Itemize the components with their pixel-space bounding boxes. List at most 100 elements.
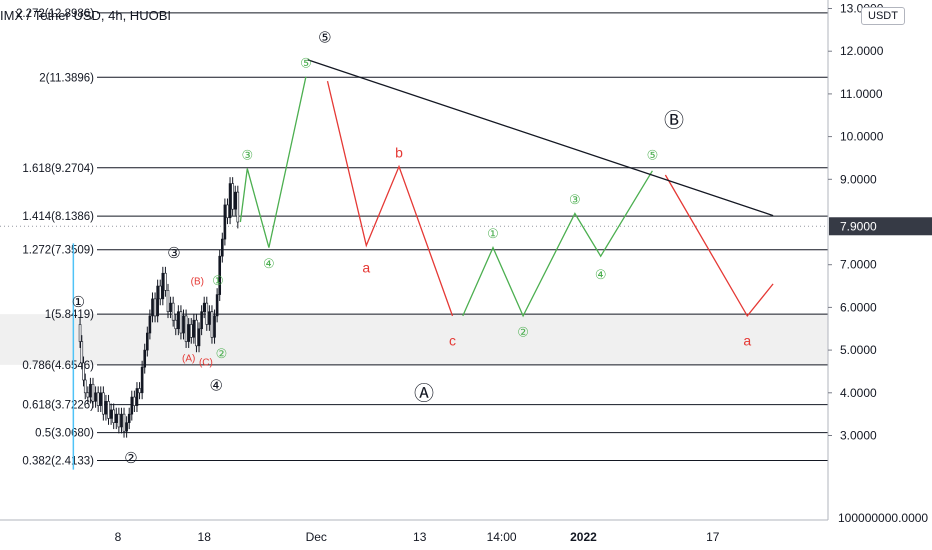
wave-label: a [743, 332, 751, 348]
wave-label: b [395, 144, 403, 160]
wave-label: ① [487, 226, 499, 241]
wave-label: ③ [569, 192, 581, 207]
candle-body [184, 315, 188, 342]
candle-body [197, 328, 201, 347]
candle-body [226, 204, 229, 219]
y-axis-bottom-label: 100000000.0000 [838, 511, 928, 525]
x-tick-label: 14:00 [487, 530, 517, 544]
fib-label: 1.414(8.1386) [22, 211, 94, 223]
candle-body [174, 319, 178, 330]
x-tick-label: 17 [706, 530, 720, 544]
candle-body [143, 349, 147, 368]
x-tick-label: Dec [306, 530, 327, 544]
candle-body [182, 315, 185, 334]
candle-body [125, 422, 128, 432]
candle-body [146, 332, 149, 351]
candle-body [195, 319, 198, 347]
y-tick-label: 4.0000 [840, 386, 877, 400]
red-correction-2-line [664, 174, 774, 318]
candle-body [218, 255, 222, 295]
wave-label: ⑤ [318, 29, 331, 46]
candle-body [156, 285, 159, 317]
last-price-label: 7.9000 [840, 219, 877, 233]
currency-badge[interactable]: USDT [861, 7, 905, 25]
candle-body [192, 319, 196, 338]
candle-body [148, 315, 152, 334]
candle-body [78, 324, 82, 342]
wave-label: (C) [199, 358, 213, 369]
wave-label: ② [216, 346, 228, 361]
y-tick-label: 3.0000 [840, 429, 877, 443]
candle-body [96, 392, 100, 406]
candle-body [158, 285, 162, 300]
candle-body [133, 396, 136, 406]
fib-label: 0.618(3.7226) [22, 400, 94, 412]
red-correction-line [326, 80, 454, 317]
fib-label: 0.382(2.4133) [22, 456, 94, 468]
candle-body [189, 324, 193, 338]
candle-body [236, 191, 240, 223]
fib-label: 1.618(9.2704) [22, 163, 94, 175]
y-tick-label: 7.0000 [840, 258, 877, 272]
wave-label: ⑤ [300, 55, 312, 70]
candle-body [107, 401, 110, 419]
x-tick-label: 8 [115, 530, 122, 544]
candle-body [205, 302, 209, 325]
candle-body [169, 302, 172, 312]
x-tick-label: 13 [413, 530, 427, 544]
candle-body [164, 272, 167, 291]
last-price-tag [829, 217, 932, 236]
y-tick-label: 6.0000 [840, 300, 877, 314]
candle-body [120, 413, 123, 428]
fib-label: 0.5(3.0680) [35, 428, 94, 440]
candle-body [177, 311, 180, 330]
wave-label: ④ [210, 377, 223, 394]
candle-body [231, 183, 234, 210]
fib-label: 0.786(4.6546) [22, 360, 94, 372]
candle-body [153, 298, 157, 317]
candle-body [130, 396, 134, 415]
wave-label: Ⓑ [664, 109, 684, 132]
candle-body [228, 183, 232, 219]
wave-label: ④ [263, 256, 275, 271]
candle-body [213, 315, 216, 338]
candle-body [215, 294, 219, 317]
candle-body [166, 290, 170, 312]
fib-zone [0, 314, 828, 365]
wave-label: ③ [241, 147, 253, 162]
candle-body [89, 383, 92, 398]
wave-label: ② [124, 450, 137, 467]
fib-label: 1(5.8419) [45, 309, 94, 321]
y-tick-label: 11.0000 [840, 87, 883, 101]
candle-body [138, 388, 141, 394]
wave-label: Ⓐ [414, 382, 434, 405]
green-impulse-line [239, 76, 307, 248]
candle-body [135, 388, 139, 406]
y-tick-label: 10.0000 [840, 130, 884, 144]
candle-body [151, 298, 154, 317]
wave-label: ⑤ [647, 147, 659, 162]
candle-body [117, 413, 121, 428]
wave-label: a [362, 260, 370, 276]
green-impulse-2-line [462, 170, 653, 318]
candle-body [171, 302, 175, 321]
candle-body [91, 383, 95, 402]
wave-label: ② [517, 324, 529, 339]
candle-body [114, 413, 118, 423]
y-tick-label: 5.0000 [840, 343, 877, 357]
candle-body [221, 238, 224, 257]
candle-body [83, 379, 87, 394]
candle-body [200, 311, 203, 330]
candle-body [140, 366, 144, 394]
candle-body [179, 311, 183, 334]
fib-label: 2(11.3896) [39, 72, 94, 84]
candle-body [102, 392, 105, 415]
candle-body [210, 311, 214, 338]
wave-label: (B) [191, 276, 204, 287]
wave-label: c [449, 332, 456, 348]
candle-body [223, 204, 227, 240]
candle-body [86, 392, 90, 398]
candle-body [112, 409, 115, 423]
fib-label: 1.272(7.3509) [22, 245, 94, 257]
